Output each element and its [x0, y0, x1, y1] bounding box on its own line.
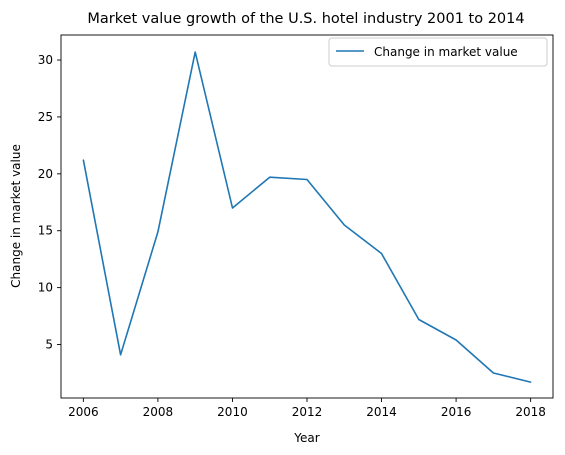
y-tick-label: 10 — [38, 281, 53, 295]
x-tick-label: 2012 — [292, 405, 323, 419]
x-tick-label: 2006 — [68, 405, 99, 419]
x-tick-label: 2008 — [143, 405, 174, 419]
series-line-change-in-market-value — [82, 51, 532, 383]
y-tick-label: 25 — [38, 110, 53, 124]
plot-area — [61, 35, 553, 398]
y-tick-label: 20 — [38, 167, 53, 181]
x-tick-label: 2014 — [366, 405, 397, 419]
x-tick-label: 2010 — [217, 405, 248, 419]
y-tick-label: 30 — [38, 53, 53, 67]
x-axis-label: Year — [293, 431, 319, 445]
axis-ticks: 2006 2008 2010 2012 2014 2016 2018 5 10 15 20 25 30 — [38, 53, 546, 419]
y-tick-label: 15 — [38, 224, 53, 238]
legend-box — [328, 37, 548, 67]
x-tick-label: 2018 — [515, 405, 546, 419]
legend: Change in market value — [328, 37, 548, 67]
chart-title: Market value growth of the U.S. hotel in… — [87, 11, 524, 27]
plot-frame — [60, 34, 554, 399]
legend-label: Change in market value — [374, 45, 518, 59]
x-tick-label: 2016 — [441, 405, 472, 419]
y-tick-label: 5 — [45, 338, 53, 352]
y-axis-label: Change in market value — [9, 144, 23, 288]
